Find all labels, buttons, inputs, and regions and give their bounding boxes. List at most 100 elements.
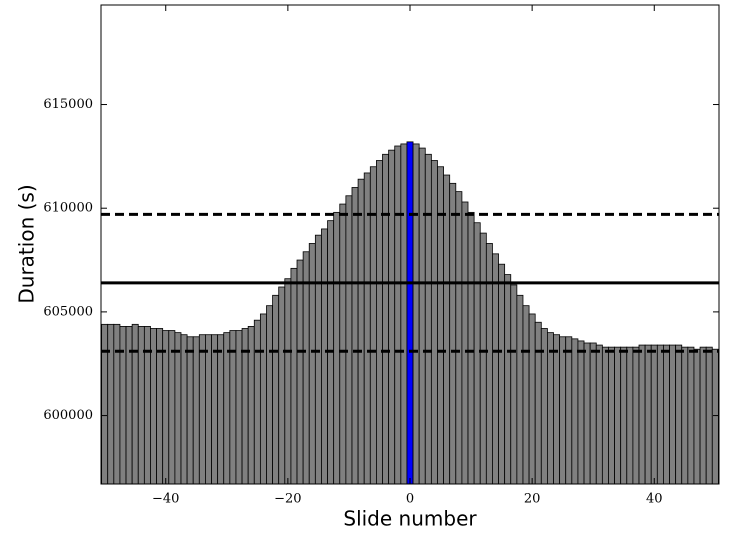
bar (217, 334, 225, 485)
bar (174, 332, 182, 485)
bar (418, 147, 426, 485)
bar (278, 286, 286, 485)
bar (168, 330, 176, 485)
bar (571, 338, 579, 485)
bar (229, 330, 237, 485)
bar (461, 201, 469, 485)
bar (467, 211, 475, 485)
bar (376, 160, 383, 485)
x-tick-label: 0 (406, 492, 414, 507)
y-tick-label: 615000 (43, 97, 93, 112)
bar (314, 234, 322, 485)
bar (693, 348, 701, 485)
bar (443, 174, 451, 485)
bar (290, 267, 298, 485)
bar (131, 323, 139, 485)
bar (528, 313, 536, 485)
bar (339, 203, 347, 485)
bar (638, 344, 646, 485)
bar (577, 340, 585, 485)
bar (663, 344, 670, 485)
bar (473, 222, 481, 485)
x-tick-label: −20 (274, 492, 301, 507)
bar (479, 232, 487, 485)
bar (406, 141, 414, 485)
bar (101, 323, 109, 485)
y-tick-label: 600000 (43, 408, 93, 423)
bar (681, 346, 689, 485)
bar (669, 344, 677, 485)
x-axis-label: Slide number (343, 507, 477, 531)
bar (107, 323, 115, 485)
bar (113, 323, 121, 485)
bar (492, 253, 499, 485)
bar (192, 336, 200, 485)
bar (608, 346, 615, 485)
bar (522, 305, 530, 485)
bar (308, 243, 316, 485)
bar (424, 153, 432, 485)
bar (534, 321, 542, 485)
bar (583, 342, 591, 485)
bar (205, 334, 212, 485)
bar (302, 251, 310, 485)
bar (272, 294, 280, 485)
bar (394, 145, 402, 485)
bar (547, 332, 554, 485)
bar (485, 243, 493, 485)
bar (284, 278, 292, 485)
bar (351, 187, 359, 485)
bar (510, 284, 518, 485)
bar (614, 346, 622, 485)
bar (516, 294, 524, 485)
bar (180, 334, 188, 485)
bar (357, 178, 365, 485)
y-axis-label: Duration (s) (15, 184, 39, 303)
bar (259, 313, 267, 485)
bar (211, 334, 219, 485)
bar (253, 319, 261, 485)
bar (430, 160, 438, 485)
bar (449, 182, 457, 485)
bar (333, 211, 341, 485)
bar (382, 153, 390, 485)
bar (705, 346, 713, 485)
bar (595, 344, 603, 485)
bar (455, 191, 463, 485)
bar (650, 344, 658, 485)
bar (589, 342, 597, 485)
bar (644, 344, 652, 485)
bar (504, 274, 512, 485)
bar (559, 336, 567, 485)
bar (363, 172, 371, 485)
bar (162, 330, 170, 485)
bar (675, 344, 683, 485)
bar (186, 336, 194, 485)
bar (321, 228, 328, 485)
x-tick-label: −40 (152, 492, 179, 507)
bar (235, 330, 243, 485)
bar (553, 334, 561, 485)
bar (400, 143, 408, 485)
bar (498, 263, 506, 485)
y-tick-label: 605000 (43, 304, 93, 319)
bar (711, 348, 719, 485)
bar (626, 346, 634, 485)
x-tick-label: 20 (524, 492, 541, 507)
bar (296, 259, 304, 485)
bar (699, 346, 707, 485)
bar (223, 332, 231, 485)
bar (632, 346, 640, 485)
bar (601, 346, 609, 485)
bar (412, 143, 420, 485)
bar (565, 336, 573, 485)
bar (620, 346, 628, 485)
x-tick-label: 40 (646, 492, 663, 507)
bar (266, 305, 273, 485)
bar (345, 195, 353, 485)
bar (198, 334, 206, 485)
y-tick-label: 610000 (43, 201, 93, 216)
bar (656, 344, 664, 485)
bar (687, 346, 695, 485)
